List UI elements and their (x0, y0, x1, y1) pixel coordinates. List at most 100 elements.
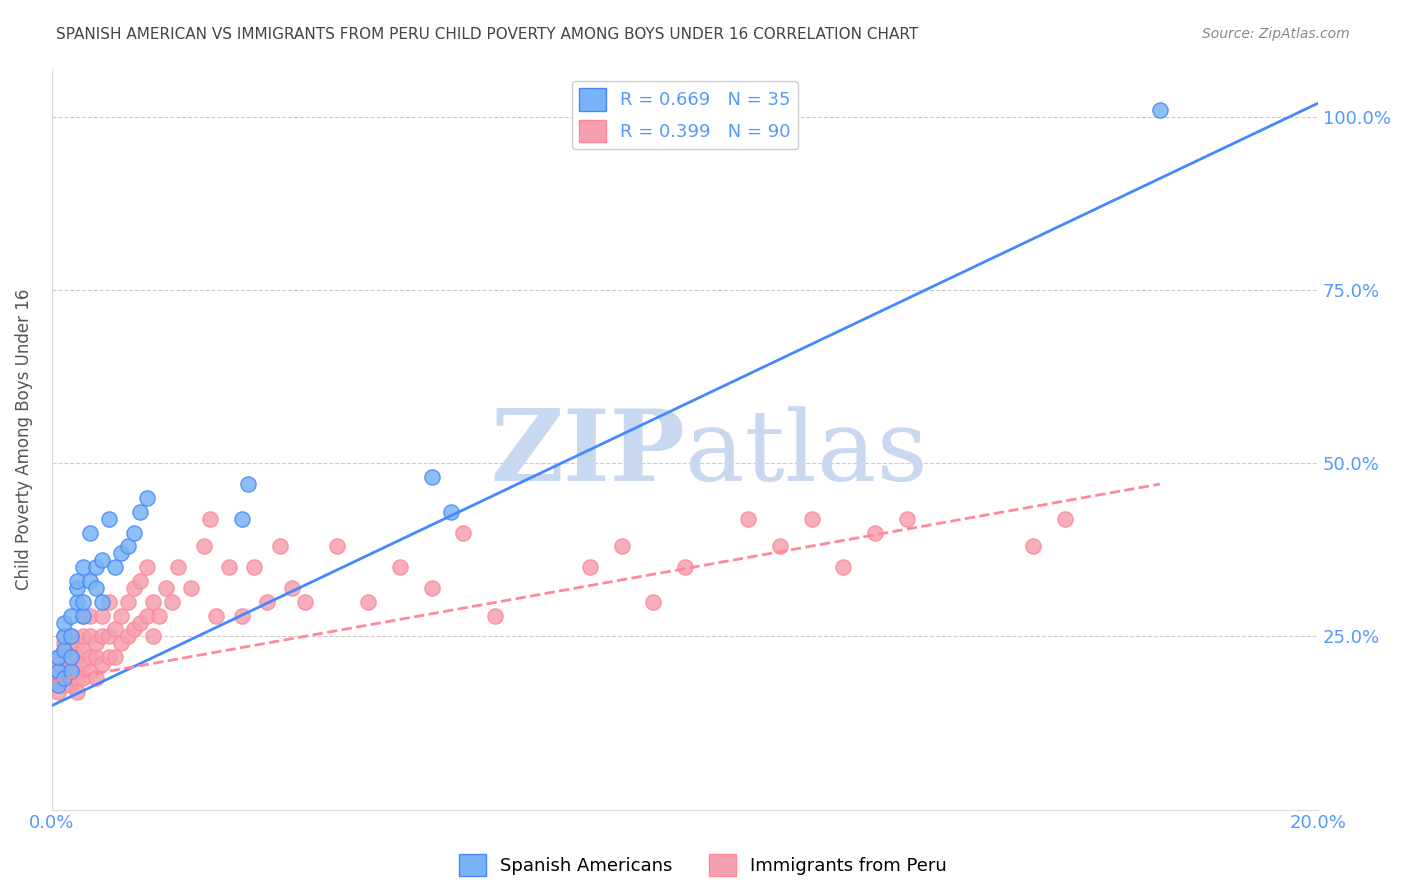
Point (610, 540, 633, 554)
Point (66, 671, 89, 685)
Point (59, 678, 82, 692)
Point (84, 650, 107, 665)
Point (110, 608, 132, 623)
Point (236, 477, 259, 491)
Point (142, 595, 165, 609)
Point (440, 505, 463, 519)
Point (79, 574, 101, 588)
Point (66, 574, 89, 588)
Point (53, 671, 76, 685)
Point (388, 560, 411, 574)
Y-axis label: Child Poverty Among Boys Under 16: Child Poverty Among Boys Under 16 (15, 288, 32, 590)
Point (104, 560, 127, 574)
Point (59, 650, 82, 665)
Point (66, 636, 89, 650)
Point (79, 629, 101, 643)
Point (53, 643, 76, 657)
Text: SPANISH AMERICAN VS IMMIGRANTS FROM PERU CHILD POVERTY AMONG BOYS UNDER 16 CORRE: SPANISH AMERICAN VS IMMIGRANTS FROM PERU… (56, 27, 918, 42)
Point (53, 615, 76, 630)
Point (97, 511, 120, 525)
Point (484, 608, 506, 623)
Point (84, 636, 107, 650)
Point (1022, 540, 1045, 554)
Point (72, 608, 94, 623)
Point (110, 546, 132, 560)
Point (53, 650, 76, 665)
Point (46, 685, 69, 699)
Point (104, 623, 127, 637)
Point (420, 470, 443, 484)
Point (72, 657, 94, 672)
Point (198, 511, 221, 525)
Point (59, 650, 82, 665)
Point (193, 540, 215, 554)
Point (91, 595, 114, 609)
Point (84, 560, 107, 574)
Point (91, 629, 114, 643)
Point (72, 608, 94, 623)
Point (135, 560, 157, 574)
Point (46, 678, 69, 692)
Point (129, 615, 152, 630)
Point (84, 581, 107, 595)
Point (832, 560, 855, 574)
Point (46, 650, 69, 665)
Point (231, 608, 253, 623)
Text: ZIP: ZIP (491, 405, 685, 502)
Point (1149, 103, 1171, 117)
Point (66, 595, 89, 609)
Point (66, 664, 89, 678)
Point (91, 608, 114, 623)
Point (135, 491, 157, 505)
Point (66, 650, 89, 665)
Point (53, 643, 76, 657)
Point (97, 629, 120, 643)
Point (294, 595, 316, 609)
Point (59, 629, 82, 643)
Point (800, 511, 823, 525)
Point (155, 581, 177, 595)
Point (53, 636, 76, 650)
Point (122, 623, 145, 637)
Point (46, 657, 69, 672)
Point (643, 595, 665, 609)
Point (110, 636, 132, 650)
Point (1053, 511, 1076, 525)
Point (53, 671, 76, 685)
Point (142, 629, 165, 643)
Point (135, 608, 157, 623)
Point (737, 511, 759, 525)
Point (453, 525, 475, 540)
Point (59, 664, 82, 678)
Point (117, 595, 139, 609)
Point (66, 685, 89, 699)
Point (59, 671, 82, 685)
Point (896, 511, 918, 525)
Point (46, 664, 69, 678)
Point (46, 678, 69, 692)
Point (269, 540, 291, 554)
Point (46, 650, 69, 665)
Point (205, 608, 228, 623)
Point (59, 636, 82, 650)
Point (148, 608, 170, 623)
Point (79, 608, 101, 623)
Point (46, 650, 69, 665)
Point (72, 643, 94, 657)
Text: Source: ZipAtlas.com: Source: ZipAtlas.com (1202, 27, 1350, 41)
Point (91, 553, 114, 567)
Point (579, 560, 602, 574)
Point (180, 581, 202, 595)
Point (53, 629, 76, 643)
Point (117, 629, 139, 643)
Point (72, 595, 94, 609)
Point (117, 540, 139, 554)
Point (79, 664, 101, 678)
Point (91, 657, 114, 672)
Point (673, 560, 696, 574)
Point (53, 629, 76, 643)
Point (769, 540, 792, 554)
Point (59, 629, 82, 643)
Point (84, 671, 107, 685)
Point (104, 650, 127, 665)
